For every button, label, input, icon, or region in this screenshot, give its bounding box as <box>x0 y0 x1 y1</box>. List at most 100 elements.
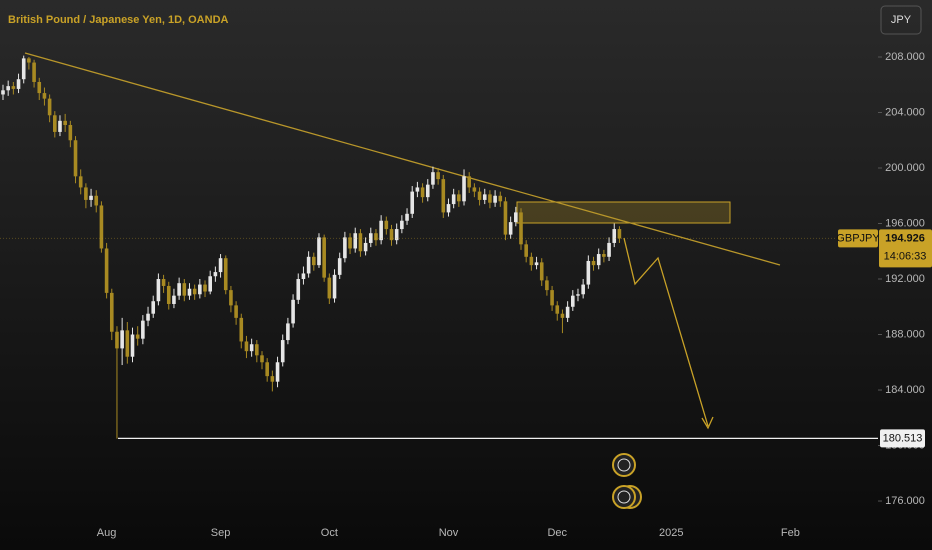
candle-body <box>109 292 114 332</box>
y-tick-label: 176.000 <box>885 495 925 507</box>
candle-body <box>42 93 47 99</box>
candle-body <box>244 341 249 352</box>
candle-body <box>73 140 78 177</box>
candle-body <box>78 176 83 188</box>
candle-body <box>472 187 477 192</box>
candle-body <box>239 317 244 342</box>
currency-button[interactable] <box>880 5 922 35</box>
y-tick-label: 204.000 <box>885 106 925 118</box>
candle-body <box>53 115 57 132</box>
trend-line <box>24 52 781 266</box>
candle-body <box>141 320 145 339</box>
candle-body <box>353 233 358 249</box>
candle-body <box>560 313 565 318</box>
candle-body <box>368 233 373 243</box>
currency-label[interactable]: JPY <box>891 14 912 26</box>
price-label: 194.926 <box>885 232 925 244</box>
candle-body <box>146 313 150 321</box>
y-tick-label: 188.000 <box>885 328 925 340</box>
candle-body <box>301 273 306 280</box>
candle-body <box>130 334 135 357</box>
candle-body <box>58 120 62 132</box>
candle-body <box>436 172 440 180</box>
candle-body <box>11 86 16 89</box>
candle-body <box>291 299 295 324</box>
level-label-box <box>880 429 925 448</box>
candle-body <box>379 220 383 241</box>
candles <box>1 55 622 439</box>
candle-body <box>612 229 617 243</box>
candle-body <box>431 172 435 185</box>
candle-body <box>229 290 233 306</box>
candle-body <box>84 187 88 200</box>
candle-body <box>534 262 539 266</box>
candle-body <box>151 301 156 314</box>
level-label: 180.513 <box>883 432 923 444</box>
chart-title: British Pound / Japanese Yen, 1D, OANDA <box>8 14 229 26</box>
candle-body <box>125 330 130 357</box>
candle-body <box>602 254 606 257</box>
x-tick-label: Feb <box>781 527 800 539</box>
candle-body <box>482 194 487 200</box>
candle-body <box>607 242 611 257</box>
candle-body <box>275 362 280 382</box>
candle-body <box>555 305 560 314</box>
symbol-label-box <box>838 229 878 248</box>
candle-body <box>451 194 456 205</box>
candle-body <box>519 212 523 245</box>
candle-body <box>47 98 52 116</box>
countdown-label: 14:06:33 <box>884 250 927 262</box>
candle-body <box>265 362 269 377</box>
candle-body <box>161 279 166 286</box>
candle-body <box>312 256 316 266</box>
candle-body <box>400 220 404 230</box>
candle-body <box>32 62 36 82</box>
price-label-box <box>879 229 932 268</box>
candle-body <box>410 191 415 214</box>
candle-body <box>415 187 420 192</box>
candle-body <box>514 212 518 223</box>
candle-body <box>493 195 497 203</box>
candle-body <box>135 334 140 339</box>
drawings <box>24 52 781 509</box>
candle-body <box>115 331 119 349</box>
candle-body <box>286 323 290 341</box>
candle-body <box>539 262 544 281</box>
candle-body <box>166 285 171 304</box>
candle-body <box>317 237 321 266</box>
x-tick-label: Oct <box>321 527 338 539</box>
candle-body <box>172 295 176 304</box>
candle-body <box>260 355 264 363</box>
candle-body <box>498 195 503 202</box>
candle-body <box>591 260 596 266</box>
candle-body <box>21 58 26 80</box>
supply-zone <box>516 201 731 224</box>
candle-body <box>223 258 228 291</box>
candle-body <box>384 220 389 230</box>
candle-body <box>550 290 554 306</box>
event-icon[interactable] <box>612 453 636 477</box>
candle-body <box>6 86 10 91</box>
candle-body <box>1 90 5 95</box>
event-icon[interactable] <box>612 485 636 509</box>
candle-body <box>389 229 394 241</box>
candle-body <box>425 184 430 198</box>
event-icon-inner <box>617 458 631 472</box>
candle-body <box>104 248 109 293</box>
candle-body <box>394 229 399 241</box>
y-tick-label: 196.000 <box>885 217 925 229</box>
candle-body <box>68 124 73 141</box>
y-tick-label: 192.000 <box>885 273 925 285</box>
candle-body <box>187 288 192 296</box>
candle-body <box>581 284 585 295</box>
candle-body <box>63 120 67 125</box>
candle-body <box>457 194 461 202</box>
candle-body <box>576 294 580 296</box>
y-tick-label: 200.000 <box>885 162 925 174</box>
candle-body <box>218 258 223 273</box>
candle-body <box>420 187 425 198</box>
arrow-head <box>701 416 714 430</box>
